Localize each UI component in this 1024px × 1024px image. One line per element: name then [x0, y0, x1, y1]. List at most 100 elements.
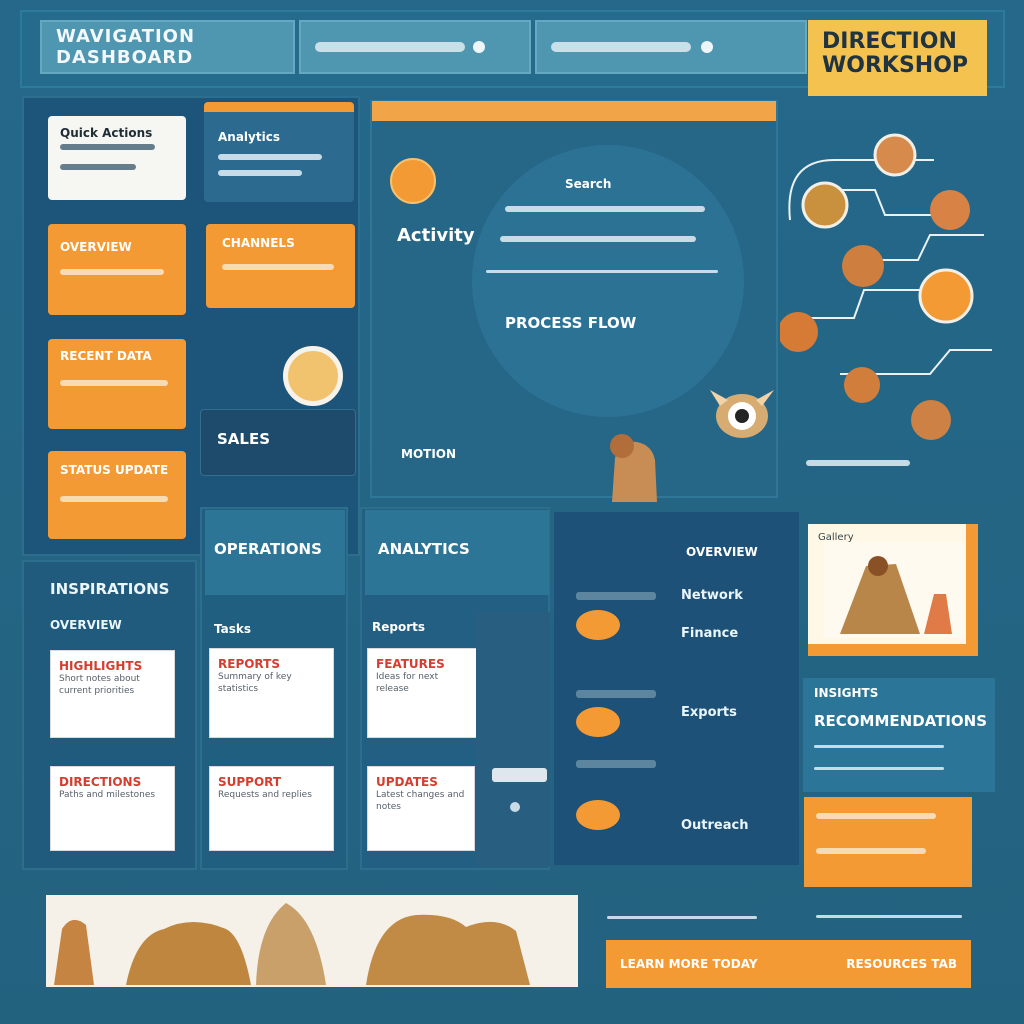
operations-title: OPERATIONS — [214, 540, 322, 558]
analytics-subtitle: Reports — [372, 620, 426, 634]
tab-dot-icon — [701, 41, 713, 53]
motion-chip: MOTION — [401, 447, 457, 461]
bottom-card-4-title: DIRECTIONS — [59, 775, 142, 789]
center-top-bar — [372, 101, 776, 121]
left-card-1-line-1 — [60, 144, 155, 150]
overview-row-bar-2 — [576, 690, 656, 698]
process-flow-title: PROCESS FLOW — [505, 314, 637, 332]
bottom-card-6-title: UPDATES — [376, 775, 438, 789]
analytics-card[interactable]: Analytics — [204, 102, 354, 202]
bottom-card-6[interactable]: UPDATES Latest changes and notes — [367, 766, 475, 851]
network-graph — [780, 133, 992, 440]
left-card-1[interactable]: Quick Actions — [48, 116, 186, 200]
left-card-4-title: STATUS UPDATE — [60, 463, 169, 477]
network-caption-bar — [806, 460, 910, 466]
bottom-card-4-body: Paths and milestones — [59, 790, 156, 800]
left-card-1-title: Quick Actions — [60, 126, 153, 140]
bottom-card-4[interactable]: DIRECTIONS Paths and milestones — [50, 766, 175, 851]
insights-title: RECOMMENDATIONS — [814, 712, 988, 730]
channels-line — [222, 264, 334, 270]
analytics-line-1 — [218, 154, 322, 160]
insights-heading: INSIGHTS — [814, 686, 879, 700]
center-bubble — [472, 145, 744, 417]
inspirations-title: INSPIRATIONS — [50, 580, 170, 598]
bottom-gallery-art — [46, 895, 578, 987]
bottom-card-3-title: FEATURES — [376, 657, 445, 671]
left-card-3-line — [60, 380, 168, 386]
search-line — [315, 42, 465, 52]
left-card-2-line — [60, 269, 164, 275]
rank-icon-3 — [576, 800, 620, 830]
bottom-card-1-title: HIGHLIGHTS — [59, 659, 143, 673]
left-card-4-line — [60, 496, 168, 502]
image-caption: Gallery — [818, 532, 854, 543]
side-utility-line-1 — [492, 768, 547, 782]
badge-bottom-text: WORKSHOP — [822, 53, 969, 78]
center-search-bar — [505, 206, 705, 212]
insights-line-2 — [814, 767, 944, 770]
bottom-card-2[interactable]: REPORTS Summary of key statistics — [209, 648, 334, 738]
title-pill: WAVIGATION DASHBOARD — [40, 20, 295, 74]
overview-row-bar-3 — [576, 760, 656, 768]
overview-row-4: Outreach — [681, 818, 749, 833]
bottom-card-2-title: REPORTS — [218, 657, 280, 671]
bottom-card-1[interactable]: HIGHLIGHTS Short notes about current pri… — [50, 650, 175, 738]
bottom-card-5[interactable]: SUPPORT Requests and replies — [209, 766, 334, 851]
left-card-1-line-2 — [60, 164, 136, 170]
bottom-card-2-body: Summary of key statistics — [218, 672, 292, 694]
channels-card[interactable]: CHANNELS — [206, 224, 355, 308]
analytics-line-2 — [218, 170, 302, 176]
figure-left-icon — [597, 430, 671, 506]
profile-icon — [390, 158, 436, 204]
overview-row-3: Exports — [681, 705, 737, 720]
center-top-title: Activity — [397, 225, 475, 246]
left-card-2[interactable]: OVERVIEW — [48, 224, 186, 315]
rank-icon-1 — [576, 610, 620, 640]
recommendation-line-2 — [816, 848, 926, 854]
analytics-header — [365, 510, 549, 595]
mascot-icon — [700, 372, 782, 454]
center-search-label: Search — [565, 177, 612, 191]
bottom-card-3-body: Ideas for next release — [376, 672, 439, 694]
insights-line-1 — [814, 745, 944, 748]
center-bar-3 — [486, 270, 718, 273]
left-card-2-title: OVERVIEW — [60, 240, 132, 254]
search-pill[interactable] — [299, 20, 531, 74]
sales-mini-card[interactable]: SALES — [200, 409, 356, 476]
tab-pill[interactable] — [535, 20, 807, 74]
center-bar-2 — [500, 236, 696, 242]
overview-row-2: Finance — [681, 626, 739, 641]
footer-line-2 — [816, 915, 962, 918]
tab-line — [551, 42, 691, 52]
app-title: WAVIGATION DASHBOARD — [56, 26, 196, 68]
insights-panel — [803, 678, 995, 792]
side-utility-panel — [476, 612, 550, 867]
footer-line-1 — [607, 916, 757, 919]
overview-row-1: Network — [681, 588, 743, 603]
rank-icon-2 — [576, 707, 620, 737]
bottom-card-3[interactable]: FEATURES Ideas for next release — [367, 648, 477, 738]
bottom-card-5-title: SUPPORT — [218, 775, 282, 789]
channels-card-title: CHANNELS — [222, 236, 295, 250]
side-utility-dot-icon — [510, 802, 520, 812]
left-card-4[interactable]: STATUS UPDATE — [48, 451, 186, 539]
overview-title: OVERVIEW — [686, 545, 758, 559]
sales-mini-title: SALES — [217, 430, 271, 448]
direction-badge: DIRECTION WORKSHOP — [808, 20, 987, 96]
operations-subtitle: Tasks — [214, 622, 252, 636]
left-card-3-title: RECENT DATA — [60, 349, 152, 363]
analytics-title: ANALYTICS — [378, 540, 470, 558]
analytics-card-title: Analytics — [218, 130, 280, 144]
bottom-card-1-body: Short notes about current priorities — [59, 674, 140, 696]
search-icon — [473, 41, 485, 53]
bottom-card-6-body: Latest changes and notes — [376, 790, 465, 812]
recommendation-line-1 — [816, 813, 936, 819]
recommendation-card[interactable] — [804, 797, 972, 887]
left-card-3[interactable]: RECENT DATA — [48, 339, 186, 429]
footer-call-to-action[interactable]: LEARN MORE TODAY RESOURCES TAB — [606, 940, 971, 988]
footer-left-text: LEARN MORE TODAY — [620, 957, 758, 971]
bottom-card-5-body: Requests and replies — [218, 790, 312, 800]
sales-ring-icon — [283, 346, 343, 406]
overview-row-bar-1 — [576, 592, 656, 600]
image-card[interactable]: Gallery — [808, 524, 978, 656]
